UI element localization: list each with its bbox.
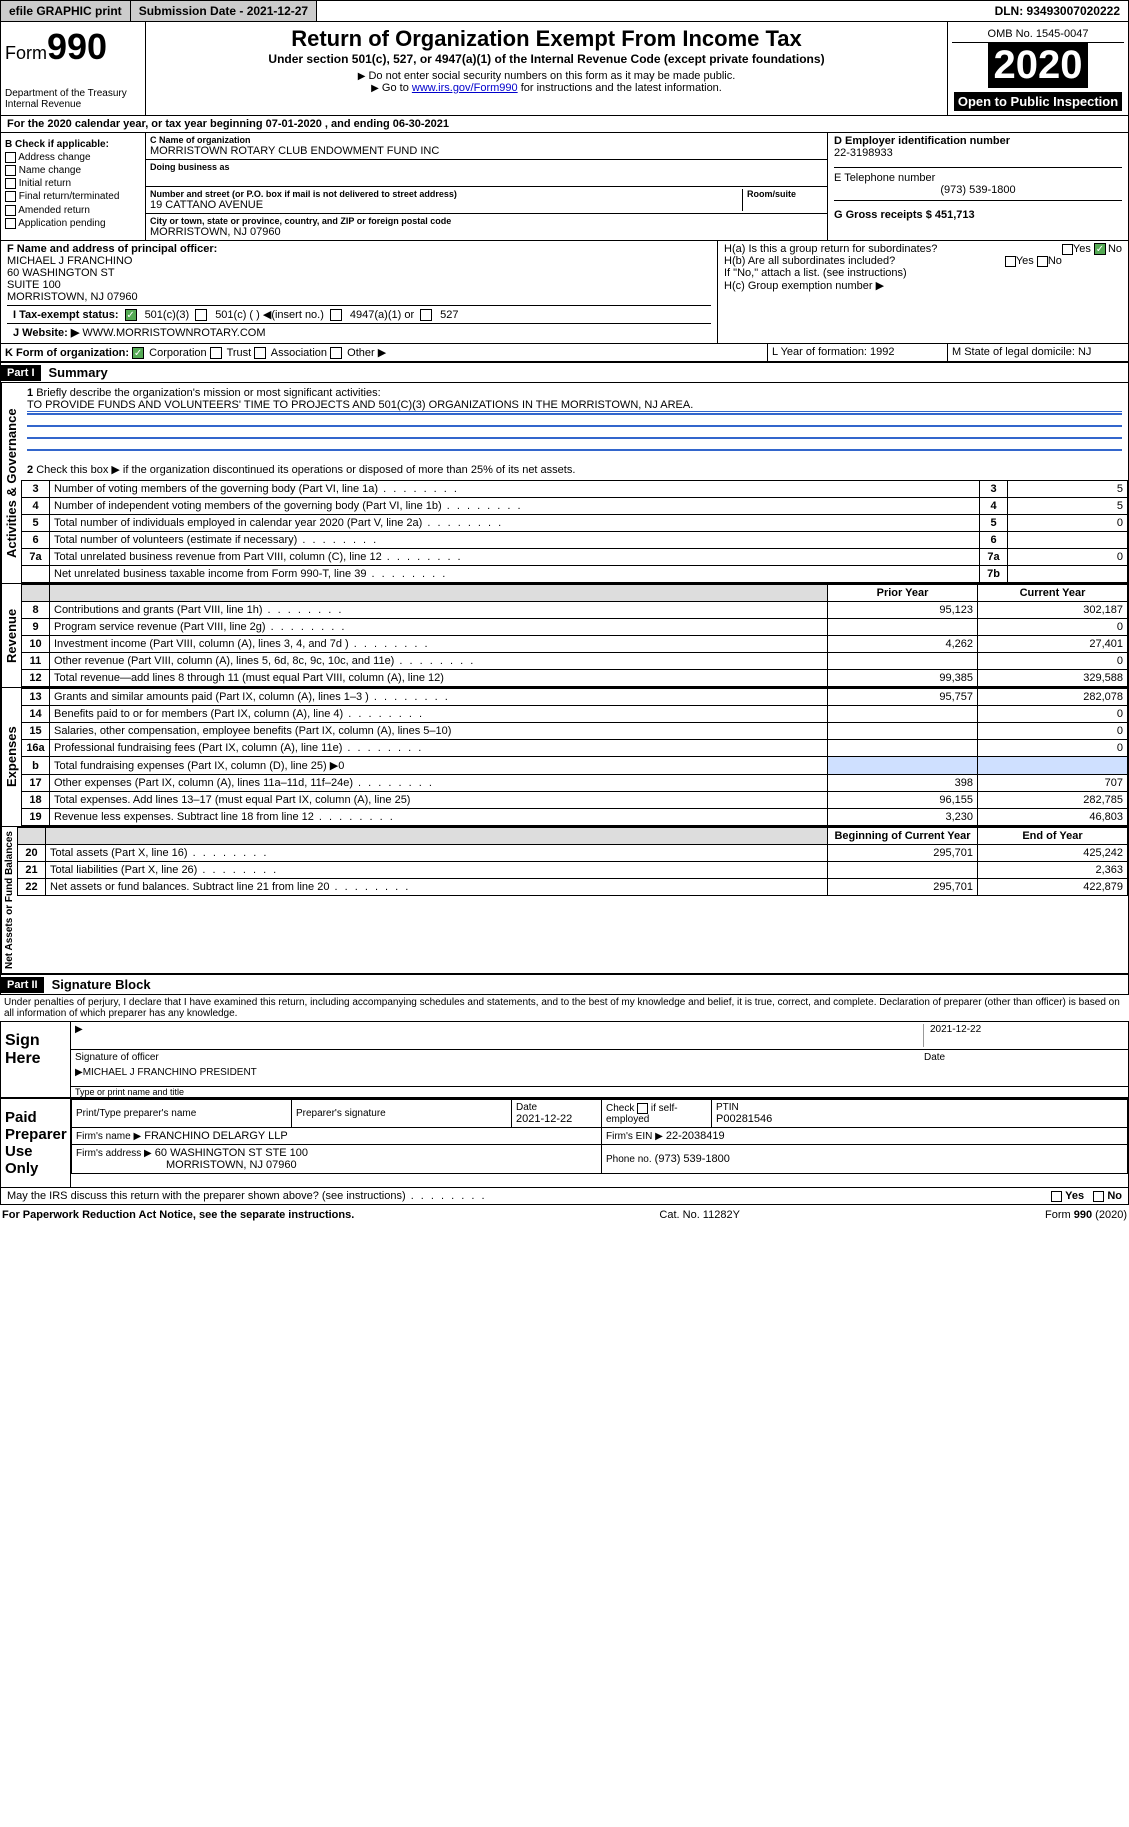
submission-date: Submission Date - 2021-12-27 — [131, 1, 317, 21]
year-formation: L Year of formation: 1992 — [768, 344, 948, 361]
firm-ein: 22-2038419 — [666, 1130, 725, 1142]
efile-print-button[interactable]: efile GRAPHIC print — [1, 1, 131, 21]
mission: TO PROVIDE FUNDS AND VOLUNTEERS' TIME TO… — [27, 399, 1122, 412]
website: WWW.MORRISTOWNROTARY.COM — [82, 327, 265, 339]
declaration: Under penalties of perjury, I declare th… — [0, 995, 1129, 1021]
governance-section: Activities & Governance 1 Briefly descri… — [0, 383, 1129, 584]
omb-number: OMB No. 1545-0047 — [952, 26, 1124, 43]
part2-header: Part II Signature Block — [0, 974, 1129, 995]
side-revenue: Revenue — [1, 584, 21, 687]
side-expenses: Expenses — [1, 688, 21, 826]
governance-table: 3Number of voting members of the governi… — [21, 480, 1128, 583]
ha-no[interactable]: ✓ — [1094, 243, 1106, 255]
chk-pending[interactable]: Application pending — [18, 218, 105, 229]
chk-name-change[interactable]: Name change — [19, 165, 81, 176]
chk-amended[interactable]: Amended return — [18, 205, 90, 216]
form-label: Form990 — [5, 26, 141, 68]
firm-name: FRANCHINO DELARGY LLP — [144, 1130, 287, 1142]
paid-preparer: Paid Preparer Use Only Print/Type prepar… — [0, 1098, 1129, 1188]
netassets-section: Net Assets or Fund Balances Beginning of… — [0, 827, 1129, 974]
dept-label: Department of the Treasury Internal Reve… — [5, 88, 141, 110]
hb-yes[interactable] — [1005, 256, 1016, 267]
chk-4947[interactable] — [330, 309, 342, 321]
hc-group-exemption: H(c) Group exemption number ▶ — [724, 279, 1122, 292]
chk-final[interactable]: Final return/terminated — [19, 192, 120, 203]
firm-addr: 60 WASHINGTON ST STE 100 — [155, 1147, 308, 1159]
hb-no[interactable] — [1037, 256, 1048, 267]
tax-period: For the 2020 calendar year, or tax year … — [0, 116, 1129, 133]
chk-initial[interactable]: Initial return — [19, 178, 71, 189]
firm-phone: (973) 539-1800 — [655, 1153, 730, 1165]
discuss-no[interactable] — [1093, 1191, 1104, 1202]
entity-block: B Check if applicable: Address change Na… — [0, 133, 1129, 241]
netassets-table: Beginning of Current YearEnd of Year 20T… — [17, 827, 1128, 896]
ha-yes[interactable] — [1062, 244, 1073, 255]
phone: (973) 539-1800 — [834, 184, 1122, 196]
klm-row: K Form of organization: ✓ Corporation Tr… — [0, 344, 1129, 362]
org-name: MORRISTOWN ROTARY CLUB ENDOWMENT FUND IN… — [150, 145, 823, 157]
chk-501c3[interactable]: ✓ — [125, 309, 137, 321]
expenses-section: Expenses 13Grants and similar amounts pa… — [0, 688, 1129, 827]
dln: DLN: 93493007020222 — [987, 1, 1128, 21]
officer-sig-name: MICHAEL J FRANCHINO PRESIDENT — [83, 1067, 257, 1084]
k-corp[interactable]: ✓ — [132, 347, 144, 359]
ptin: P00281546 — [716, 1113, 772, 1125]
part1-header: Part I Summary — [0, 362, 1129, 383]
footer: For Paperwork Reduction Act Notice, see … — [0, 1205, 1129, 1225]
sign-here: Sign Here 2021-12-22 Signature of office… — [0, 1021, 1129, 1098]
expenses-table: 13Grants and similar amounts paid (Part … — [21, 688, 1128, 826]
form-header: Form990 Department of the Treasury Inter… — [0, 22, 1129, 116]
discuss-row: May the IRS discuss this return with the… — [0, 1188, 1129, 1205]
gross-receipts: G Gross receipts $ 451,713 — [834, 209, 1122, 221]
tax-year: 2020 — [988, 43, 1089, 88]
revenue-table: Prior YearCurrent Year 8Contributions an… — [21, 584, 1128, 687]
k-other[interactable] — [330, 347, 342, 359]
org-city: MORRISTOWN, NJ 07960 — [150, 226, 823, 238]
chk-501c[interactable] — [195, 309, 207, 321]
ein: 22-3198933 — [834, 147, 1122, 159]
side-netassets: Net Assets or Fund Balances — [1, 827, 17, 973]
revenue-section: Revenue Prior YearCurrent Year 8Contribu… — [0, 584, 1129, 688]
officer-name: MICHAEL J FRANCHINO — [7, 255, 133, 267]
org-address: 19 CATTANO AVENUE — [150, 199, 738, 211]
chk-527[interactable] — [420, 309, 432, 321]
note-ssn: Do not enter social security numbers on … — [368, 70, 735, 82]
chk-address-change[interactable]: Address change — [18, 152, 90, 163]
state-domicile: M State of legal domicile: NJ — [948, 344, 1128, 361]
topbar: efile GRAPHIC print Submission Date - 20… — [0, 0, 1129, 22]
k-trust[interactable] — [210, 347, 222, 359]
irs-link[interactable]: www.irs.gov/Form990 — [412, 82, 518, 94]
officer-row: F Name and address of principal officer:… — [0, 241, 1129, 344]
side-governance: Activities & Governance — [1, 383, 21, 583]
form-subtitle: Under section 501(c), 527, or 4947(a)(1)… — [154, 52, 939, 66]
form-number: 990 — [47, 26, 107, 67]
check-column: B Check if applicable: Address change Na… — [1, 133, 146, 240]
k-assoc[interactable] — [254, 347, 266, 359]
self-employed-chk[interactable] — [637, 1103, 648, 1114]
public-badge: Open to Public Inspection — [954, 92, 1122, 111]
discuss-yes[interactable] — [1051, 1191, 1062, 1202]
form-title: Return of Organization Exempt From Incom… — [154, 26, 939, 52]
